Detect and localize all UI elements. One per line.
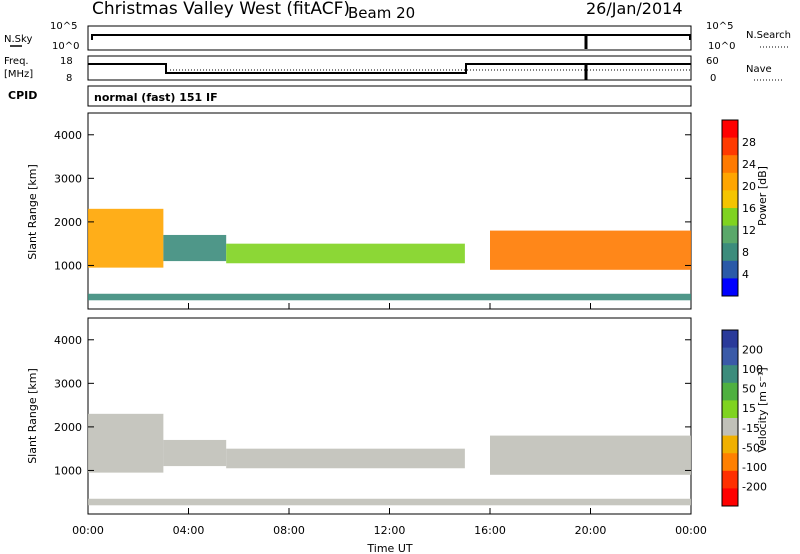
colorbar-segment [722, 155, 738, 174]
cpid-frame [87, 85, 692, 107]
y-tick-label: 1000 [54, 464, 82, 477]
freq-left-tick-top: 18 [60, 56, 73, 67]
echo-region [88, 413, 164, 473]
freq-trace [88, 63, 691, 74]
x-axis-label: Time UT [366, 542, 412, 554]
echo-region [88, 293, 691, 301]
power-colorbar-label: Power [dB] [756, 166, 769, 226]
echo-region [226, 243, 465, 264]
y-tick-label: 3000 [54, 172, 82, 185]
colorbar-segment [722, 400, 738, 419]
colorbar-segment [722, 172, 738, 191]
colorbar-tick-label: 100 [742, 363, 763, 376]
echo-region [226, 448, 465, 469]
noise-left-tick-top: 10^5 [50, 21, 77, 32]
noise-panel-frame [87, 25, 692, 51]
y-tick-label: 3000 [54, 377, 82, 390]
y-tick-label: 4000 [54, 129, 82, 142]
colorbar-segment [722, 190, 738, 209]
colorbar-tick-label: 16 [742, 202, 756, 215]
y-tick-label: 4000 [54, 334, 82, 347]
freq-left-tick-bottom: 8 [66, 73, 72, 84]
velocity-colorbar: 200 100 50 15 -15 -50 -100 -200 [721, 329, 767, 507]
power-data-layer [88, 208, 691, 301]
colorbar-segment [722, 435, 738, 454]
colorbar-frame [721, 119, 739, 297]
freq-left-label: Freq. [4, 56, 29, 67]
freq-right-tick-bottom: 0 [710, 73, 716, 84]
colorbar-tick-label: 50 [742, 383, 756, 396]
date-label: 26/Jan/2014 [586, 0, 683, 18]
velocity-data-layer [88, 413, 691, 506]
echo-region [88, 498, 691, 506]
colorbar-segment [722, 488, 738, 507]
colorbar-segment [722, 365, 738, 384]
power-colorbar: 28 24 20 16 12 8 4 [721, 119, 756, 297]
colorbar-segment [722, 137, 738, 156]
echo-region [163, 439, 227, 467]
colorbar-tick-label: -15 [742, 422, 760, 435]
colorbar-tick-label: -100 [742, 461, 767, 474]
colorbar-segment [722, 470, 738, 489]
colorbar-frame [721, 329, 739, 507]
freq-right-tick-top: 60 [706, 56, 719, 67]
velocity-colorbar-label: Velocity [m s⁻¹] [756, 367, 769, 452]
noise-sky-trace [91, 34, 691, 40]
axes-layer: 1000 2000 3000 4000 1000 2000 3000 4000 00:00 04:… [54, 129, 707, 537]
noise-left-tick-bottom: 10^0 [52, 41, 79, 52]
colorbar-segment [722, 382, 738, 401]
cpid-mode: normal (fast) 151 IF [94, 91, 218, 104]
y-tick-label: 2000 [54, 421, 82, 434]
colorbar-segment [722, 330, 738, 349]
colorbar-segment [722, 418, 738, 437]
noise-right-tick-top: 10^5 [706, 21, 733, 32]
cpid-label: CPID [8, 89, 37, 102]
noise-left-label: N.Sky [4, 34, 32, 45]
colorbar-tick-label: 15 [742, 402, 756, 415]
x-tick-label: 00:00 [675, 524, 707, 537]
colorbar-tick-label: 4 [742, 268, 749, 281]
echo-region [490, 435, 691, 475]
y-tick-label: 1000 [54, 259, 82, 272]
noise-right-tick-bottom: 10^0 [708, 41, 735, 52]
colorbar-segment [722, 120, 738, 139]
x-tick-label: 20:00 [575, 524, 607, 537]
colorbar-tick-label: -50 [742, 441, 760, 454]
freq-left-unit: [MHz] [4, 69, 33, 80]
colorbar-segment [722, 225, 738, 244]
colorbar-tick-label: 28 [742, 136, 756, 149]
colorbar-tick-label: -200 [742, 480, 767, 493]
colorbar-segment [722, 347, 738, 366]
echo-region [490, 230, 691, 270]
colorbar-tick-label: 20 [742, 180, 756, 193]
y-tick-label: 2000 [54, 216, 82, 229]
colorbar-segment [722, 260, 738, 279]
colorbar-tick-label: 12 [742, 224, 756, 237]
noise-right-label: N.Search [746, 30, 791, 41]
colorbar-segment [722, 453, 738, 472]
freq-panel-frame [87, 55, 692, 81]
colorbar-segment [722, 208, 738, 227]
colorbar-tick-label: 8 [742, 246, 749, 259]
beam-label: Beam 20 [348, 4, 415, 22]
colorbar-tick-label: 200 [742, 344, 763, 357]
x-tick-label: 12:00 [374, 524, 406, 537]
x-tick-label: 08:00 [273, 524, 305, 537]
colorbar-segment [722, 278, 738, 297]
x-tick-label: 16:00 [474, 524, 506, 537]
velocity-panel-frame [87, 317, 692, 515]
power-panel-frame [87, 112, 692, 310]
freq-right-label: Nave [746, 64, 772, 75]
velocity-ylabel: Slant Range [km] [26, 368, 39, 464]
echo-region [163, 234, 227, 262]
station-title: Christmas Valley West (fitACF) [92, 0, 350, 19]
echo-region [88, 208, 164, 268]
x-tick-label: 00:00 [72, 524, 104, 537]
power-ylabel: Slant Range [km] [26, 164, 39, 260]
x-tick-label: 04:00 [173, 524, 205, 537]
colorbar-tick-label: 24 [742, 158, 756, 171]
colorbar-segment [722, 243, 738, 262]
